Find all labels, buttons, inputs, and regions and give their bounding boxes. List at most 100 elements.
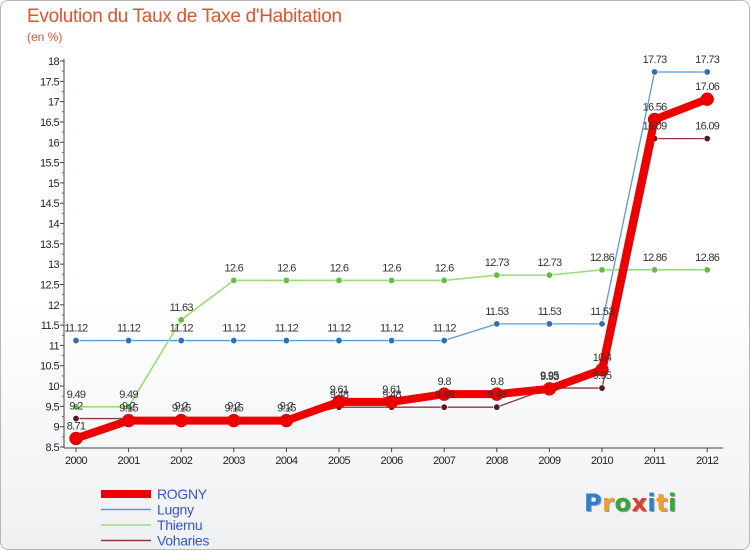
unit-label: (en %) — [27, 30, 63, 44]
y-tick-label: 12.5 — [40, 279, 59, 291]
data-label-lugny: 11.12 — [327, 323, 351, 335]
data-point-thiernu — [388, 276, 396, 284]
data-point-thiernu — [703, 266, 711, 274]
data-label-rogny: 9.8 — [490, 376, 504, 388]
data-point-voharies — [493, 403, 501, 411]
data-point-thiernu — [177, 316, 185, 324]
x-tick-label: 2009 — [538, 455, 561, 467]
data-label-voharies: 9.2 — [122, 401, 136, 413]
x-tick-label: 2005 — [328, 455, 351, 467]
data-point-rogny — [279, 413, 294, 428]
data-label-lugny: 11.53 — [590, 306, 614, 318]
series-group — [69, 68, 714, 446]
data-label-voharies: 9.48 — [487, 389, 506, 401]
data-point-lugny — [545, 320, 553, 328]
logo-letter: x — [631, 489, 648, 517]
data-label-rogny: 10.4 — [593, 352, 612, 364]
data-point-rogny — [700, 92, 714, 106]
data-point-lugny — [282, 337, 290, 345]
data-label-voharies: 16.09 — [695, 121, 720, 133]
data-label-rogny: 16.56 — [643, 102, 668, 114]
data-label-lugny: 11.12 — [380, 323, 404, 335]
x-tick-label: 2004 — [275, 455, 298, 467]
y-tick-label: 16 — [48, 137, 60, 149]
data-label-voharies: 9.95 — [593, 370, 612, 382]
data-point-rogny — [332, 395, 346, 409]
data-point-lugny — [493, 320, 501, 328]
data-point-thiernu — [545, 271, 553, 279]
data-label-rogny: 9.8 — [438, 376, 452, 388]
data-point-voharies — [440, 403, 448, 411]
data-point-lugny — [125, 337, 133, 345]
data-point-lugny — [440, 337, 448, 345]
data-label-rogny: 9.15 — [277, 403, 296, 415]
data-point-lugny — [388, 337, 396, 345]
legend-label-thiernu: Thiernu — [157, 517, 202, 533]
y-tick-label: 17.5 — [40, 76, 59, 88]
data-point-lugny — [598, 320, 606, 328]
data-label-lugny: 17.73 — [695, 54, 720, 66]
data-point-lugny — [335, 337, 343, 345]
data-point-rogny — [384, 395, 399, 409]
data-point-rogny — [69, 431, 83, 446]
data-point-thiernu — [651, 266, 659, 274]
data-point-rogny — [490, 387, 504, 401]
data-point-lugny — [230, 337, 238, 345]
data-label-rogny: 9.15 — [119, 403, 138, 415]
data-label-rogny: 17.06 — [695, 81, 720, 93]
data-label-thiernu: 12.86 — [590, 252, 615, 264]
x-tick-label: 2007 — [433, 455, 456, 467]
legend-label-lugny: Lugny — [157, 502, 194, 518]
logo-letter: r — [602, 489, 615, 517]
y-tick-label: 18 — [48, 56, 60, 68]
x-tick-label: 2010 — [591, 455, 614, 467]
x-tick-label: 2002 — [170, 455, 193, 467]
data-point-lugny — [72, 337, 80, 345]
data-point-rogny — [121, 413, 136, 428]
data-label-rogny: 9.93 — [540, 371, 559, 383]
x-tick-label: 2011 — [644, 455, 666, 467]
data-label-thiernu: 9.49 — [119, 389, 138, 401]
data-label-thiernu: 9.49 — [67, 389, 86, 401]
y-tick-label: 8.5 — [46, 442, 60, 454]
y-tick-label: 14.5 — [40, 198, 59, 210]
data-point-thiernu — [335, 276, 343, 284]
data-label-thiernu: 12.73 — [537, 257, 562, 269]
data-point-rogny — [647, 112, 662, 127]
chart-title: Evolution du Taux de Taxe d'Habitation — [27, 6, 342, 27]
data-point-rogny — [542, 382, 557, 396]
data-label-thiernu: 12.86 — [695, 252, 720, 264]
logo-letter: t — [656, 489, 669, 517]
data-point-rogny — [227, 413, 241, 428]
y-tick-label: 10 — [48, 381, 60, 393]
data-label-lugny: 11.53 — [538, 306, 562, 318]
data-label-rogny: 9.15 — [172, 403, 191, 415]
data-point-thiernu — [282, 276, 290, 284]
data-point-voharies — [703, 135, 711, 143]
x-tick-label: 2003 — [223, 455, 246, 467]
data-point-lugny — [651, 68, 659, 76]
data-label-rogny: 9.61 — [330, 384, 349, 396]
data-label-voharies: 9.48 — [435, 389, 454, 401]
data-label-voharies: 16.09 — [643, 121, 668, 133]
data-label-lugny: 11.12 — [275, 323, 299, 335]
legend-label-voharies: Voharies — [157, 533, 209, 549]
data-point-thiernu — [598, 266, 606, 274]
data-label-thiernu: 12.6 — [224, 262, 243, 274]
data-label-rogny: 8.71 — [67, 420, 86, 432]
data-label-lugny: 11.12 — [64, 323, 88, 335]
data-label-voharies: 9.2 — [175, 401, 189, 413]
data-label-voharies: 9.48 — [330, 389, 349, 401]
y-tick-label: 15 — [48, 178, 60, 190]
data-label-thiernu: 12.6 — [330, 262, 349, 274]
data-point-thiernu — [125, 403, 133, 411]
data-label-group: 11.12 11.12 11.12 11.12 11.12 11.12 11.12 11.12… — [64, 54, 720, 432]
series-line-lugny — [75, 71, 708, 342]
data-label-thiernu: 12.6 — [382, 262, 401, 274]
y-tick-label: 9.5 — [46, 401, 60, 413]
y-tick-label: 11.5 — [41, 320, 60, 332]
y-tick-label: 12 — [48, 300, 60, 312]
x-tick-label: 2012 — [696, 455, 719, 467]
